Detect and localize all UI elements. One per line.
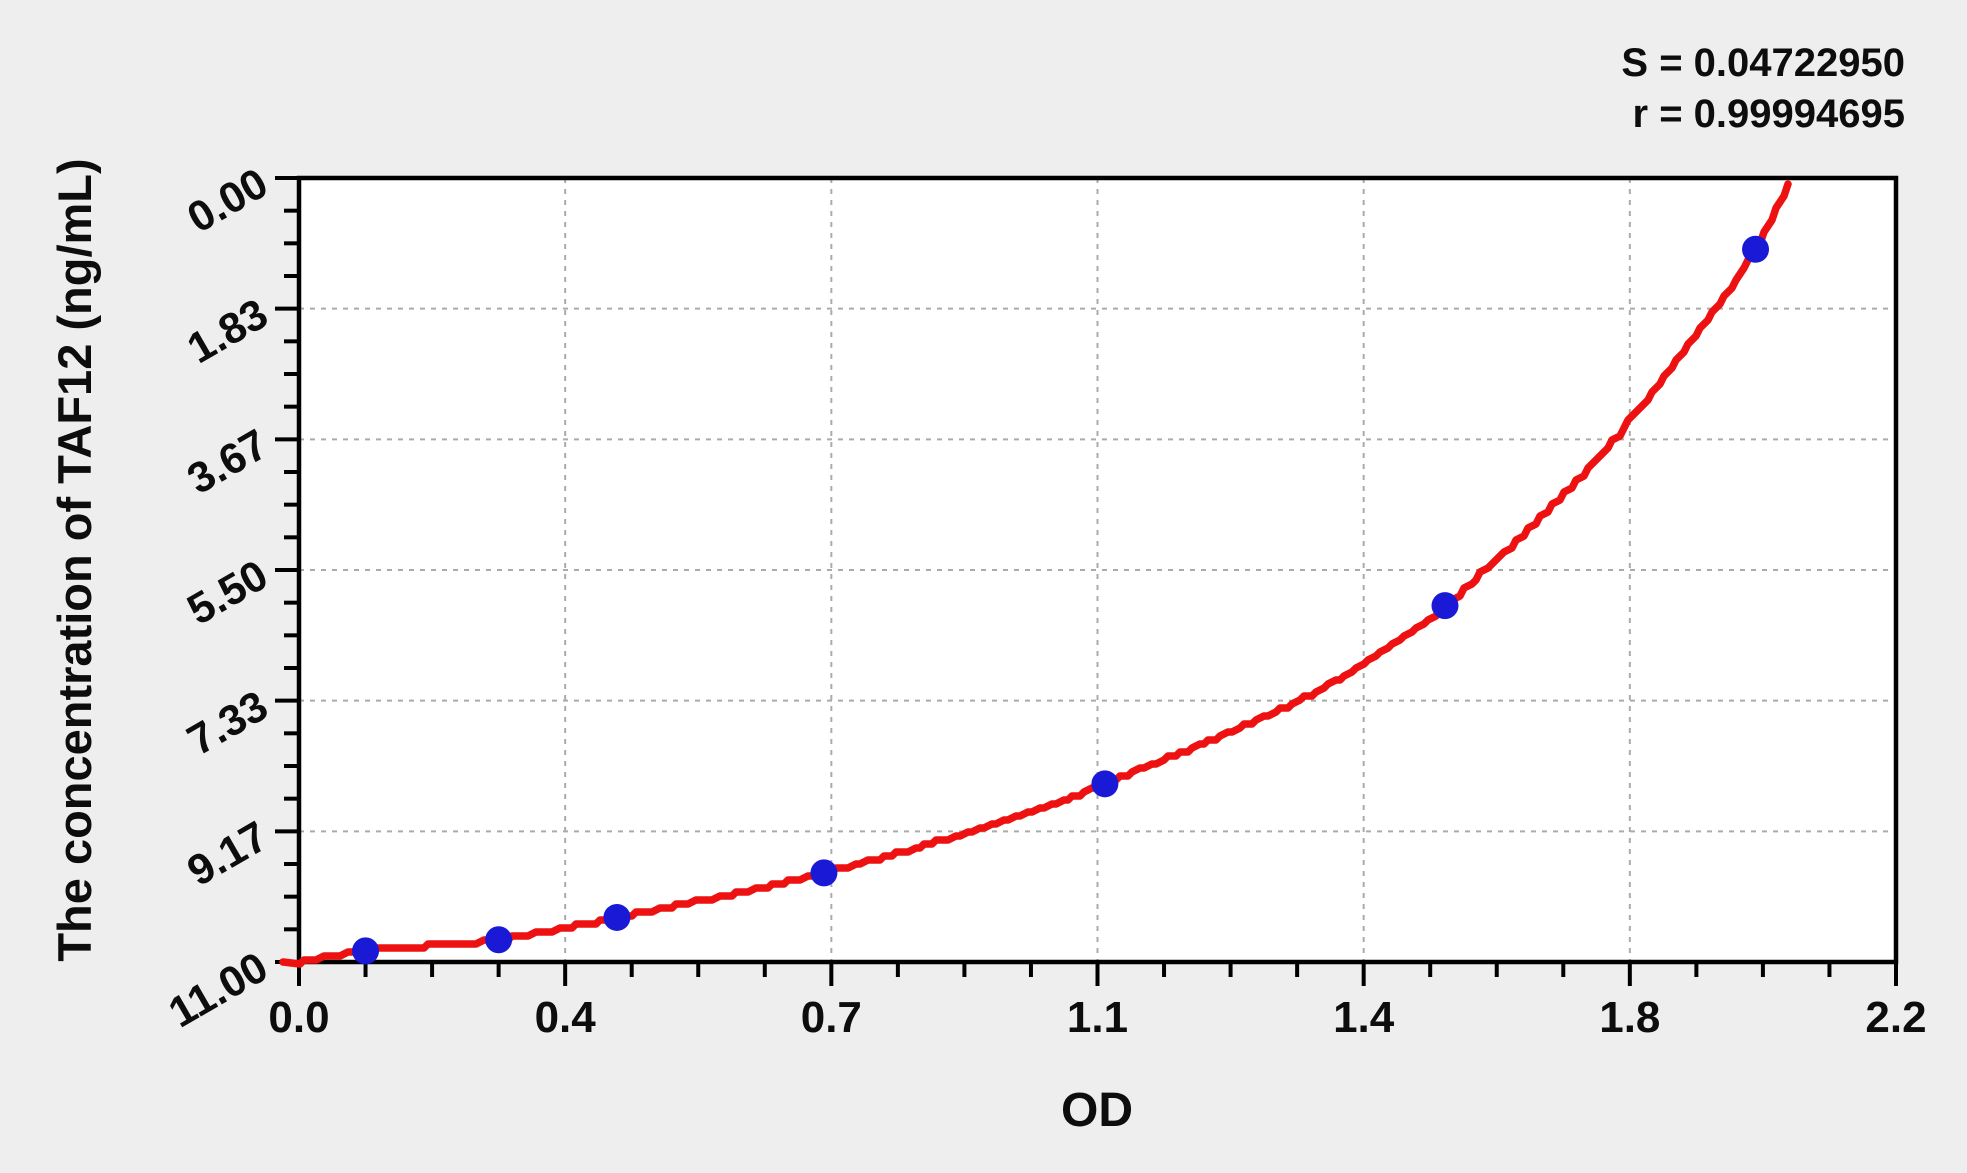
y-tick-label: 9.17 xyxy=(180,812,276,895)
x-tick-label: 1.8 xyxy=(1599,993,1660,1042)
y-axis-title: The concentration of TAF12 (ng/mL) xyxy=(48,158,101,962)
y-tick-label: 7.33 xyxy=(180,682,276,765)
y-tick-label: 5.50 xyxy=(180,551,276,634)
s-value-text: S = 0.04722950 xyxy=(1621,41,1905,85)
data-point xyxy=(485,926,513,954)
data-point xyxy=(1742,235,1770,263)
x-tick-label: 1.1 xyxy=(1067,993,1128,1042)
y-tick-label: 3.67 xyxy=(180,420,276,503)
r-value-text: r = 0.99994695 xyxy=(1632,92,1905,137)
y-tick-label: 1.83 xyxy=(180,290,276,373)
x-tick-label: 1.4 xyxy=(1333,993,1395,1042)
y-tick-label: 0.00 xyxy=(180,159,276,242)
x-tick-label: 2.2 xyxy=(1865,993,1926,1042)
x-axis-title: OD xyxy=(1061,1084,1133,1137)
data-point xyxy=(603,903,631,931)
fitted-curve xyxy=(279,180,1792,968)
y-tick-label: 11.00 xyxy=(161,943,276,1037)
x-tick-label: 0.0 xyxy=(268,993,329,1042)
data-point xyxy=(1091,770,1119,798)
fit-statistics: S = 0.04722950 r = 0.99994695 xyxy=(1621,38,1905,140)
x-tick-label: 0.7 xyxy=(801,993,862,1042)
data-point xyxy=(1431,592,1459,620)
data-point xyxy=(352,937,380,965)
x-tick-label: 0.4 xyxy=(535,993,597,1042)
data-point xyxy=(810,859,838,887)
